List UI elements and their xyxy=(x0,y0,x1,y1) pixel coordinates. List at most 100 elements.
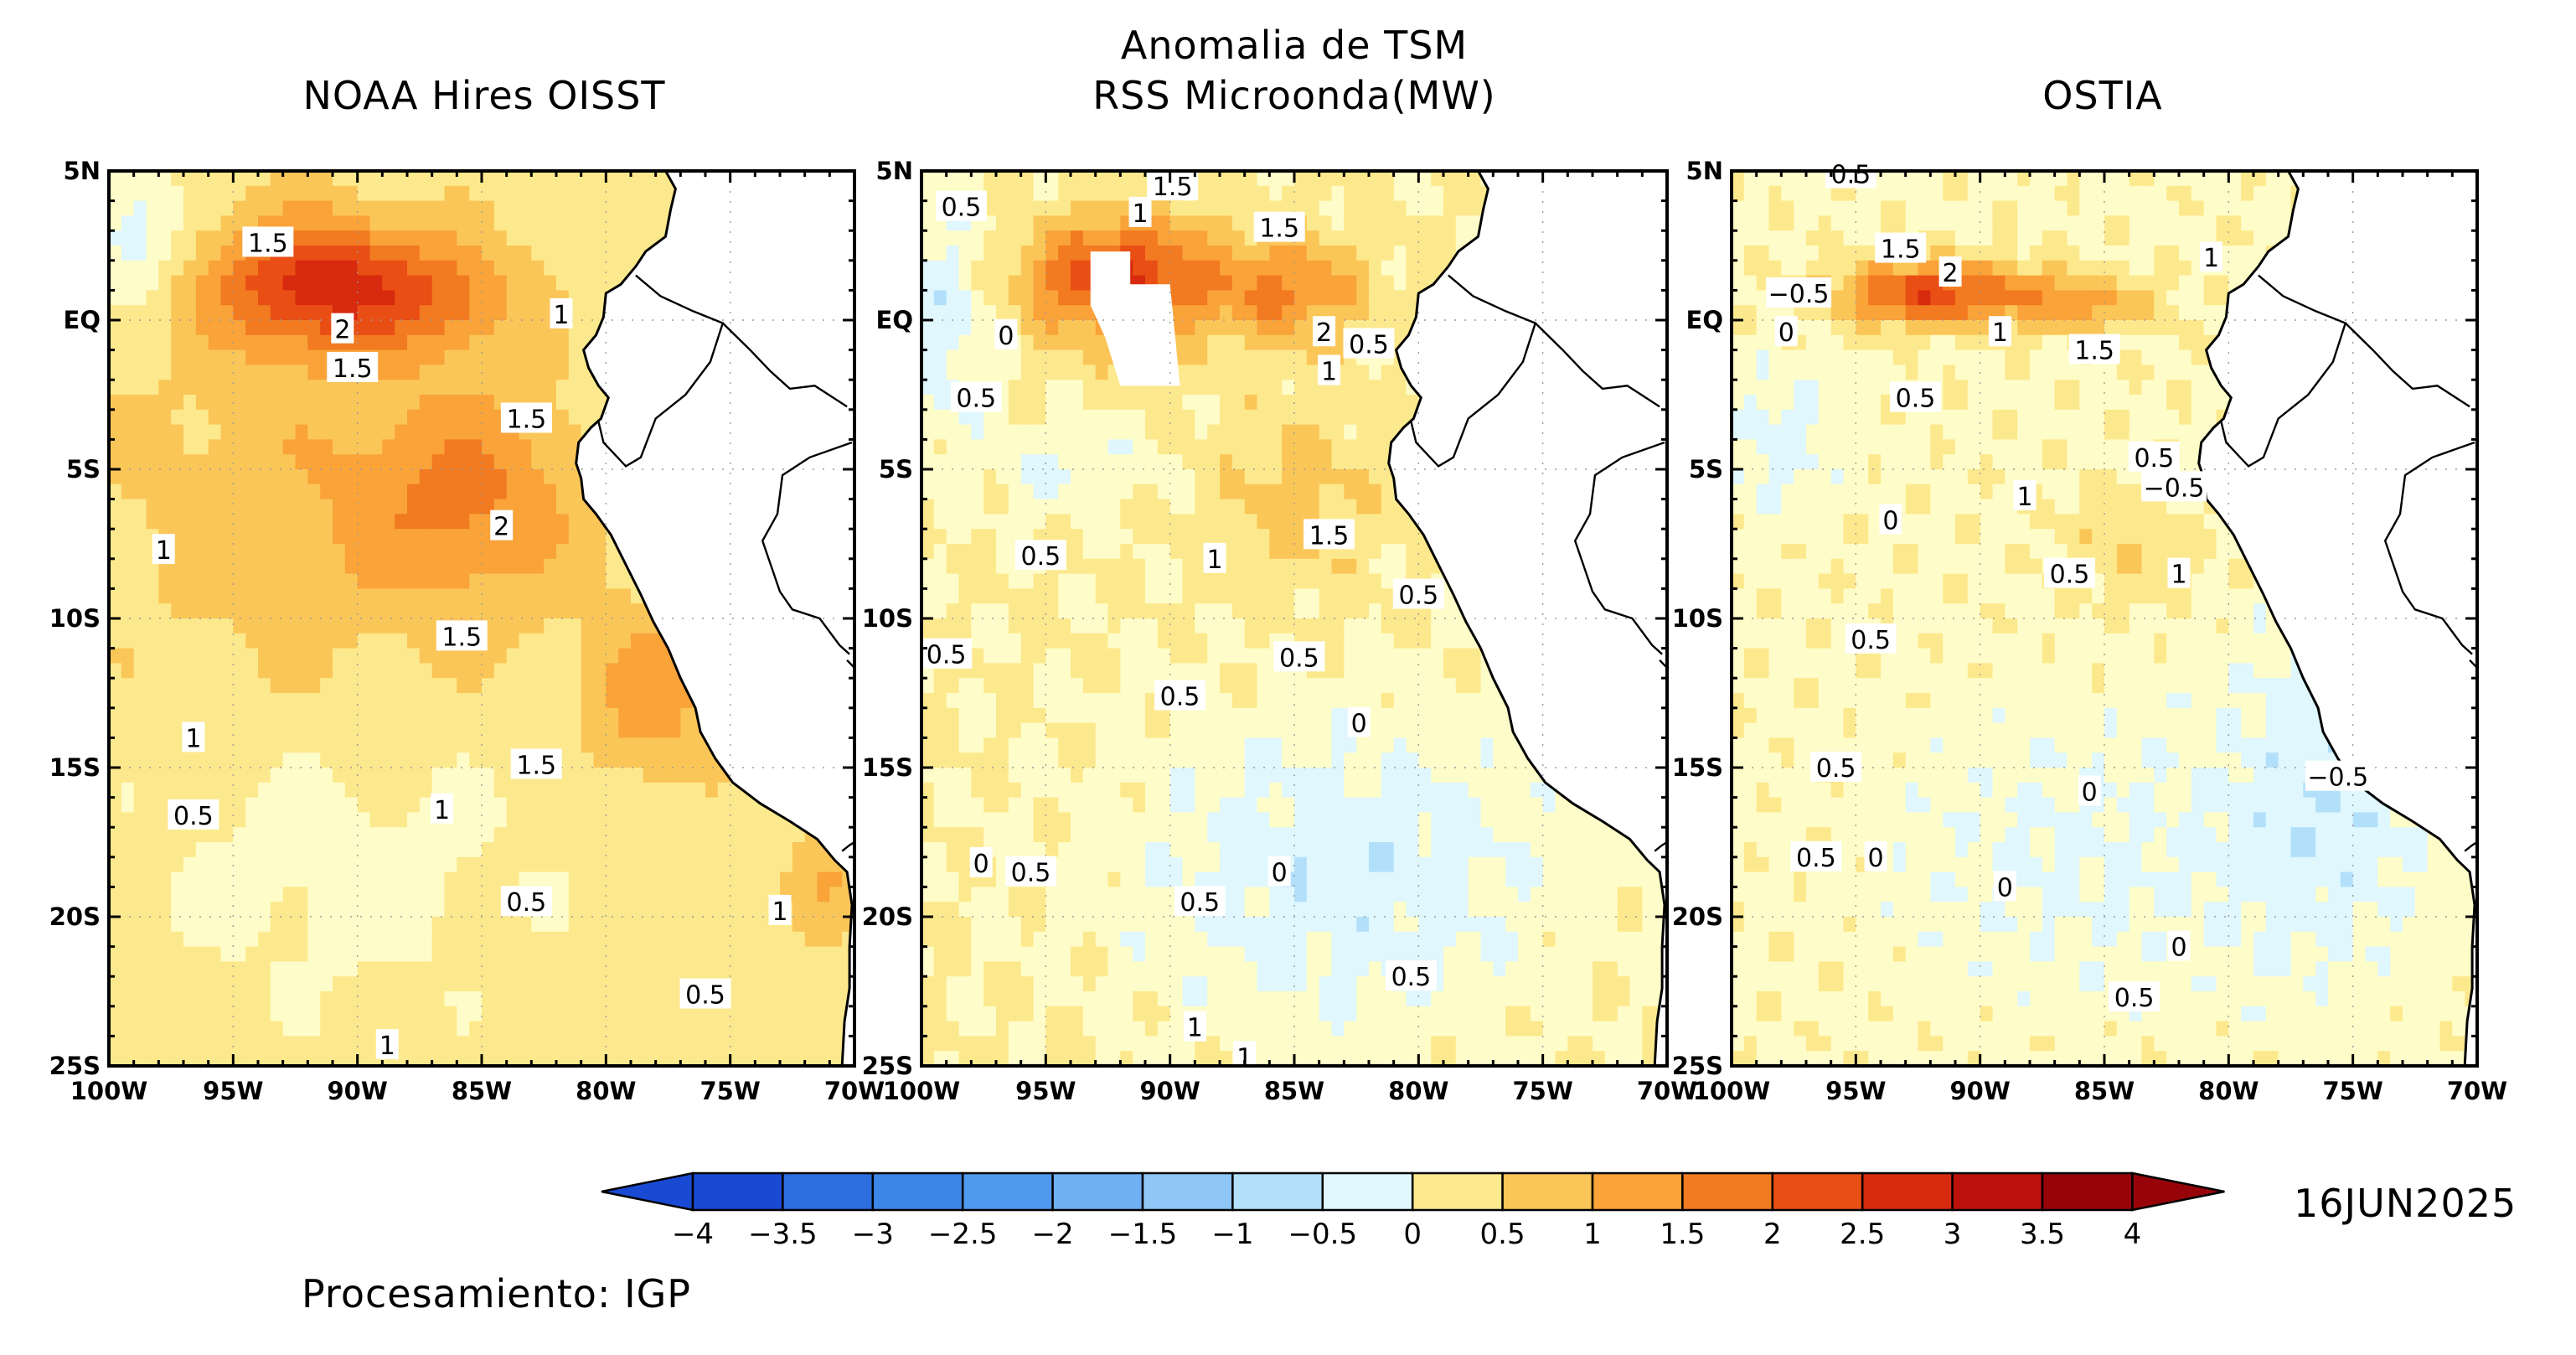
colorbar-swatch xyxy=(961,1171,1054,1212)
contour-label: 1.5 xyxy=(1153,173,1193,202)
colorbar-tick-label: 4 xyxy=(2124,1218,2142,1251)
contour-label-bg xyxy=(935,190,987,221)
colorbar-swatch xyxy=(1591,1171,1684,1212)
lon-tick-label: 100W xyxy=(883,1077,961,1105)
colorbar-swatch xyxy=(1951,1171,2044,1212)
colorbar-tick-label: 3.5 xyxy=(2020,1218,2065,1251)
main-title: Anomalia de TSM xyxy=(1121,23,1468,68)
country-border xyxy=(597,274,725,468)
colorbar-tick-label: −2.5 xyxy=(928,1218,998,1251)
colorbar-tick-label: −0.5 xyxy=(1288,1218,1358,1251)
contour-label: 1 xyxy=(2017,483,2033,512)
panel-title-ostia: OSTIA xyxy=(2042,73,2163,118)
contour-label: 0 xyxy=(1778,318,1794,348)
contour-label: 0.5 xyxy=(1796,844,1836,873)
contour-label: 1.5 xyxy=(248,229,288,258)
contour-label-bg xyxy=(2068,334,2120,365)
missing-data-area xyxy=(1090,251,1180,386)
lat-tick-label: 25S xyxy=(862,1052,913,1080)
contour-label-bg xyxy=(500,402,552,433)
gridlines xyxy=(109,171,854,1066)
sst-anomaly-field xyxy=(921,171,1667,1066)
contour-label: 0.5 xyxy=(1180,888,1220,918)
lat-tick-label: EQ xyxy=(64,306,101,334)
contour-label: 1 xyxy=(1207,546,1223,575)
country-border xyxy=(761,441,853,655)
lat-tick-label: 5S xyxy=(1689,455,1723,484)
contour-label-bg xyxy=(1303,519,1355,550)
contour-label: 0 xyxy=(998,322,1014,351)
contour-label-bg xyxy=(500,886,552,917)
contour-label: 1 xyxy=(156,536,172,566)
lat-tick-label: 5N xyxy=(1686,157,1723,185)
colorbar-tick-label: 0.5 xyxy=(1480,1218,1525,1251)
contour-label: 0.5 xyxy=(2134,444,2174,473)
coastline xyxy=(575,171,854,1066)
contour-label-bg xyxy=(1154,680,1206,711)
colorbar-swatch xyxy=(2041,1171,2134,1212)
country-border xyxy=(1410,274,1537,468)
lat-tick-label: 5S xyxy=(66,455,101,484)
country-border xyxy=(1654,840,1667,852)
colorbar-tick-label: 0 xyxy=(1403,1218,1422,1251)
contour-label-bg xyxy=(1864,840,1887,871)
contour-label-bg xyxy=(1147,169,1199,200)
contour-label: 1.5 xyxy=(1881,235,1921,265)
colorbar-swatch xyxy=(1411,1171,1504,1212)
contour-label: 1 xyxy=(1321,358,1337,387)
lon-tick-label: 95W xyxy=(203,1077,263,1105)
contour-label: 1.5 xyxy=(2074,337,2114,366)
contour-label-bg xyxy=(1988,316,2011,347)
contour-label: 0 xyxy=(1997,873,2013,902)
lat-tick-label: EQ xyxy=(876,306,913,334)
lat-tick-label: 10S xyxy=(1672,604,1723,633)
lat-tick-label: 5N xyxy=(876,157,913,185)
contour-label-bg xyxy=(1790,840,1842,871)
contour-label-bg xyxy=(969,846,993,877)
lat-tick-label: EQ xyxy=(1686,306,1723,334)
contour-label-bg xyxy=(2078,775,2101,806)
colorbar-tick-label: 1.5 xyxy=(1660,1218,1705,1251)
contour-label-bg xyxy=(1875,232,1927,263)
gridlines xyxy=(921,171,1667,1066)
contour-label: 1 xyxy=(1187,1014,1203,1043)
contour-label: 0.5 xyxy=(927,641,967,670)
land-mask xyxy=(1388,171,1667,1066)
contour-label-bg xyxy=(510,748,562,779)
lon-tick-label: 90W xyxy=(1139,1077,1200,1105)
contour-label: 0.5 xyxy=(1398,582,1438,611)
contour-label-bg xyxy=(1347,706,1371,737)
colorbar-tick-label: −2 xyxy=(1032,1218,1074,1251)
contour-label-bg xyxy=(1005,856,1057,887)
contour-label-bg xyxy=(2167,930,2191,961)
contour-label: 0 xyxy=(1882,507,1898,536)
contour-label-bg xyxy=(550,297,573,328)
lat-tick-label: 15S xyxy=(862,753,913,782)
contour-label: 1 xyxy=(1236,1043,1252,1073)
country-border xyxy=(721,322,848,408)
contour-label-bg xyxy=(1810,752,1862,782)
colorbar-tick-label: −1 xyxy=(1211,1218,1253,1251)
contour-label-bg xyxy=(768,894,792,925)
lon-tick-label: 75W xyxy=(699,1077,760,1105)
map-panel-oisst: 1.5 2 1.5 1 1.5 2 1 1.5 1 1.5 0.5 1 0.5 1 0.5 1 5N EQ 5S 10… xyxy=(49,157,885,1105)
contour-label: 0.5 xyxy=(1831,161,1871,190)
contour-label: 1.5 xyxy=(507,405,547,434)
lat-tick-label: 20S xyxy=(49,902,101,931)
colorbar-swatch xyxy=(871,1171,964,1212)
contour-label: 1 xyxy=(553,301,569,330)
lat-tick-label: 5S xyxy=(879,455,913,484)
lat-tick-label: 25S xyxy=(1672,1052,1723,1080)
contour-label-bg xyxy=(2305,760,2371,791)
contour-label-bg xyxy=(1825,158,1877,189)
contour-label-bg xyxy=(436,620,488,651)
contour-label: 0.5 xyxy=(2114,984,2155,1013)
country-border xyxy=(2220,274,2347,468)
contour-label: 0.5 xyxy=(1816,754,1856,784)
contour-label-bg xyxy=(182,721,205,752)
contour-label-bg xyxy=(1174,886,1226,917)
colorbar-tick-label: −1.5 xyxy=(1108,1218,1178,1251)
colorbar-swatch xyxy=(1321,1171,1414,1212)
